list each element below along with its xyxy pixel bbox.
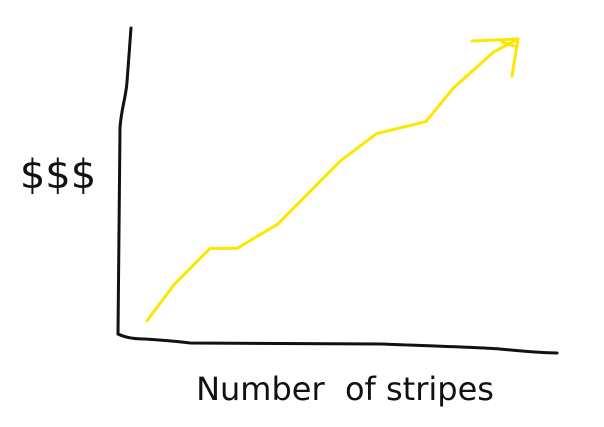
y-axis-line (116, 26, 133, 336)
series-line-0 (145, 38, 518, 323)
series-arrowhead-0 (470, 37, 520, 78)
series-layer (145, 37, 520, 323)
x-axis-line (116, 332, 559, 355)
x-axis-label: Number of stripes (196, 370, 494, 408)
y-axis-label: $$$ (20, 152, 96, 198)
